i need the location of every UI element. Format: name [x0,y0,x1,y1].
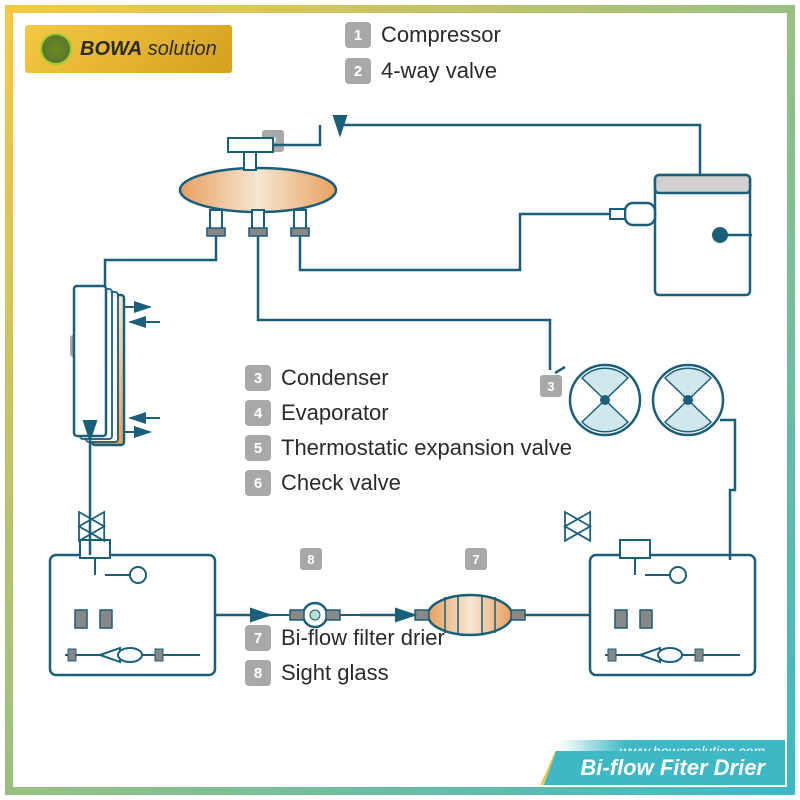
compressor [610,175,752,295]
condenser [570,365,723,435]
evaporator [74,286,160,445]
filter-drier [415,595,525,635]
diagram-svg [0,0,800,800]
footer: www.bowasolution.com Bi-flow Fiter Drier [15,740,785,785]
sight-glass [270,603,360,627]
four-way-valve [180,138,336,236]
valve-box-right [565,512,755,675]
valve-box-left [50,512,215,675]
diagram-title: Bi-flow Fiter Drier [540,751,785,785]
